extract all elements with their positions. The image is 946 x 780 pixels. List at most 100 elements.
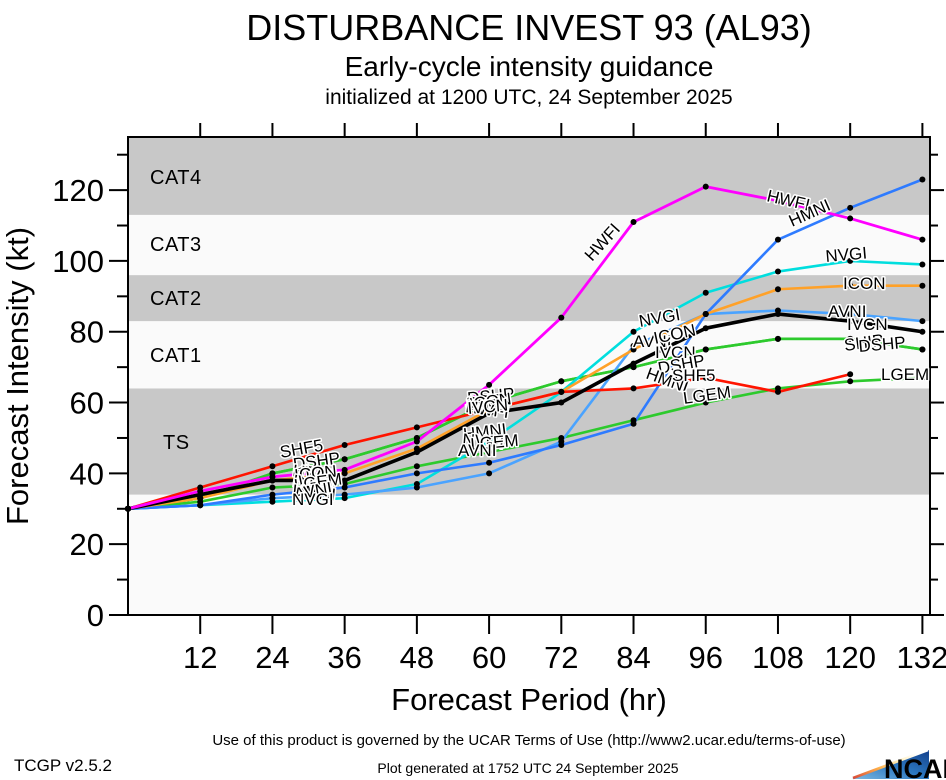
marker-ICON-108h [774,286,781,293]
band-TS [128,388,930,495]
marker-DSHP-120h [847,335,854,342]
band-CAT4 [128,137,930,215]
y-tick-label-120: 120 [52,173,104,208]
marker-HWFI-120h [847,215,854,222]
marker-HWFI-132h [919,236,926,243]
marker-SHF5-24h [269,463,276,470]
terms-of-use-line: Use of this product is governed by the U… [212,732,845,749]
line-label-ivcn-13: IVCN [467,396,509,418]
page-title: DISTURBANCE INVEST 93 (AL93) [246,7,812,48]
series-line-LGEM [127,376,923,511]
marker-SHF5-48h [413,424,420,431]
x-tick-label-72: 72 [544,640,578,675]
line-label-avni-17: AVNI [458,441,496,460]
y-tick-label-60: 60 [70,386,104,421]
x-tick-label-84: 84 [616,640,650,675]
marker-ICON-96h [702,311,709,318]
marker-SHF5-72h [558,388,565,395]
marker-NVGI-96h [702,289,709,296]
band-CAT1 [128,321,930,389]
marker-HMNI-72h [558,442,565,449]
marker-AVNI-36h [341,491,348,498]
marker-HMNI-48h [413,470,420,477]
band-label-CAT4: CAT4 [150,167,202,189]
series-line-IVCN [127,312,923,511]
marker-IVCN-132h [919,328,926,335]
marker-HWFI-96h [702,183,709,190]
y-axis-label: Forecast Intensity (kt) [0,227,35,525]
x-tick-label-120: 120 [824,640,876,675]
y-tick-label-100: 100 [52,244,104,279]
marker-IVCN-36h [341,477,348,484]
series-line-DSHP [127,337,923,511]
marker-IVCN-48h [413,449,420,456]
marker-HMNI-84h [630,420,637,427]
marker-IVCN-60h [486,410,493,417]
y-tick-label-20: 20 [70,527,104,562]
plot-frame-and-ticks: 12 24 36 48 60 72 84 96 108 120 132 0 20 40 60 80 100 120 [52,123,946,675]
line-label-ivcn-32: IVCN [847,315,888,334]
line-label-lgem-35: LGEM [881,365,929,384]
marker-HMNI-132h [919,176,926,183]
series-line-HWFI [127,185,923,511]
marker-HWFI-36h [341,466,348,473]
x-tick-label-132: 132 [897,640,946,675]
band-label-CAT2: CAT2 [150,288,202,310]
line-label-nvgi-8: NVGI [292,490,334,509]
ncar-logo-rainbow-edge [852,748,929,780]
band-label-CAT1: CAT1 [150,345,202,367]
marker-DSHP-36h [341,456,348,463]
marker-HMNI-12h [197,502,204,509]
marker-AVNI-132h [919,318,926,325]
marker-NVGI-108h [774,268,781,275]
y-tick-label-40: 40 [70,456,104,491]
marker-HMNI-120h [847,204,854,211]
marker-SHF5-96h [702,374,709,381]
marker-NVGI-132h [919,261,926,268]
marker-HWFI-108h [774,197,781,204]
marker-ICON-84h [630,346,637,353]
band-CAT3 [128,214,930,276]
x-tick-label-36: 36 [327,640,361,675]
marker-SHF5-120h [847,371,854,378]
category-bands: TS CAT1 CAT2 CAT3 CAT4 [128,137,930,615]
init-time-line: initialized at 1200 UTC, 24 September 20… [325,86,732,109]
marker-HWFI-12h [197,488,204,495]
marker-ICON-120h [847,282,854,289]
ncar-logo: NCAR [852,748,946,780]
marker-HWFI-24h [269,473,276,480]
marker-NVGI-84h [630,328,637,335]
marker-LGEM-96h [702,399,709,406]
marker-HMNI-108h [774,236,781,243]
x-tick-label-108: 108 [752,640,804,675]
marker-AVNI-60h [486,470,493,477]
y-tick-label-0: 0 [87,598,104,633]
marker-LGEM-24h [269,484,276,491]
marker-SHF5-108h [774,388,781,395]
marker-DSHP-72h [558,378,565,385]
x-tick-label-96: 96 [689,640,723,675]
marker-SHF5-84h [630,385,637,392]
ncar-logo-text: NCAR [884,754,946,780]
series-line-AVNI [127,309,923,511]
marker-DSHP-96h [702,346,709,353]
marker-LGEM-60h [486,449,493,456]
line-label-avni-20: AVNI [633,332,671,351]
x-tick-label-12: 12 [183,640,217,675]
marker-HWFI-60h [486,381,493,388]
band-label-CAT3: CAT3 [150,234,202,256]
x-tick-label-60: 60 [472,640,506,675]
line-label-shf5-25: SHF5 [672,366,715,385]
series-line-NVGI [127,259,923,511]
marker-ICON-132h [919,282,926,289]
line-label-avni-31: AVNI [828,302,866,321]
band-CAT2 [128,275,930,322]
y-tick-label-80: 80 [70,315,104,350]
marker-IVCN-96h [702,325,709,332]
marker-IVCN-72h [558,399,565,406]
band-label-TS: TS [163,432,190,454]
tcgp-version-label: TCGP v2.5.2 [14,756,112,775]
plot-border [127,136,931,616]
marker-HWFI-72h [558,314,565,321]
